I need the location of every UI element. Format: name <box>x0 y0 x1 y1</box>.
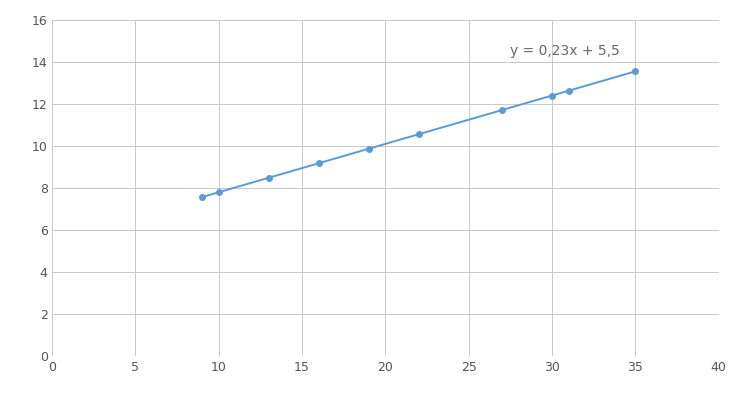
Text: y = 0,23x + 5,5: y = 0,23x + 5,5 <box>511 44 620 58</box>
